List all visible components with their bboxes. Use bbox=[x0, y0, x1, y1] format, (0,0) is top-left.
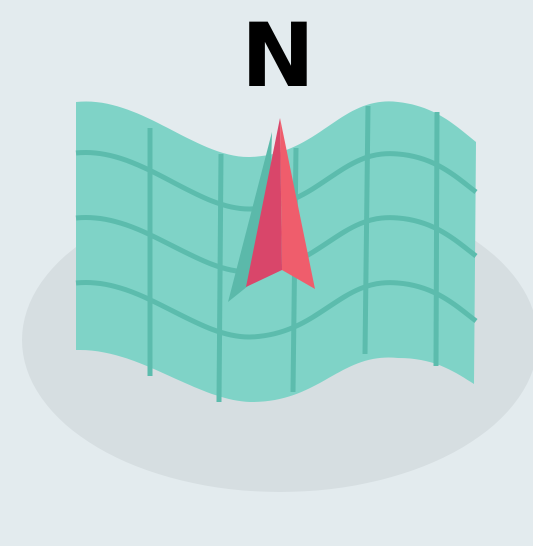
map-grid-curve bbox=[75, 279, 478, 340]
map-grid-curve bbox=[75, 150, 478, 212]
arrow-left-half bbox=[246, 118, 282, 287]
map-fold-line bbox=[433, 111, 440, 367]
arrow-right-half bbox=[280, 118, 315, 289]
north-arrow-icon bbox=[228, 118, 315, 302]
map-fold-line bbox=[362, 105, 371, 355]
map-fold-line bbox=[216, 153, 224, 403]
north-label: N bbox=[241, 4, 315, 107]
